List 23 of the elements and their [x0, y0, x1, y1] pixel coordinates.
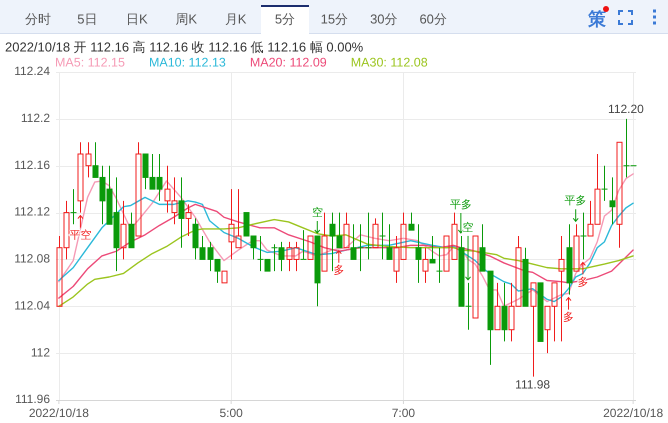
- x-tick-label: 2022/10/18: [28, 406, 90, 420]
- chart-subtitle: 2022/10/18 开 112.16 高 112.16 收 112.16 低 112.16 幅 0.00%: [5, 39, 364, 54]
- y-tick-label: 112.04: [14, 298, 50, 312]
- y-tick-label: 112.16: [14, 158, 50, 172]
- annotation: 多: [563, 311, 574, 324]
- y-tick-label: 112.2: [20, 111, 50, 126]
- x-tick-label: 7:00: [392, 406, 416, 420]
- annotation: 多: [333, 264, 344, 277]
- annotation: 111.98: [515, 378, 550, 392]
- annotation: 平多: [450, 198, 472, 211]
- annotation: 空: [462, 222, 474, 234]
- y-tick-label: 112: [30, 345, 50, 360]
- x-tick-label: 2022/10/18: [603, 406, 664, 420]
- x-tick-label: 5:00: [219, 406, 244, 420]
- annotation: 平多: [564, 195, 587, 208]
- y-tick-label: 112.24: [14, 64, 50, 78]
- y-tick-label: 112.12: [14, 204, 50, 219]
- legend: MA5: 112.15 MA10: 112.13 MA20: 112.09 MA30: 112.08: [55, 55, 428, 70]
- annotation: 112.20: [608, 102, 644, 116]
- y-tick-label: 112.08: [14, 252, 50, 266]
- annotation: 平空: [69, 229, 92, 242]
- y-tick-label: 111.96: [15, 392, 50, 406]
- annotation: 空: [312, 206, 323, 219]
